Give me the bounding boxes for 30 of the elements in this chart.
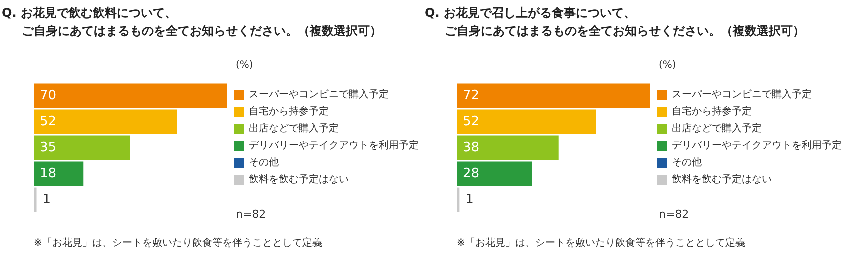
chart-title: Q. お花見で飲む飲料について、ご自身にあてはまるものを全てお知らせください。（複数選択可）: [2, 5, 383, 40]
legend-label: スーパーやコンビニで購入予定: [249, 88, 389, 101]
data-label: 28: [463, 166, 480, 182]
legend-label: スーパーやコンビニで購入予定: [672, 88, 812, 101]
legend-label: 飲料を飲む予定はない: [672, 174, 772, 186]
data-label: 38: [463, 140, 480, 156]
legend-label: 自宅から持参予定: [672, 106, 752, 118]
data-label: 52: [40, 114, 57, 130]
text: (%): [659, 60, 676, 71]
text: (%): [236, 60, 254, 71]
legend-label: 出店などで購入予定: [249, 122, 339, 135]
legend-label: その他: [249, 156, 279, 169]
legend-label: その他: [672, 156, 702, 169]
data-label: 72: [463, 88, 480, 104]
data-label: 70: [40, 88, 57, 104]
data-label: 1: [466, 192, 474, 208]
legend-label: デリバリーやテイクアウトを利用予定: [249, 140, 419, 152]
legend-label: 出店などで購入予定: [672, 122, 762, 135]
text: ※「お花見」は、シートを敷いたり飲食等を伴うこととして定義: [457, 236, 746, 250]
data-label: 52: [463, 114, 480, 130]
text: n=82: [236, 208, 266, 221]
text: ※「お花見」は、シートを敷いたり飲食等を伴うこととして定義: [34, 236, 322, 250]
chart-title: Q. お花見で召し上がる食事について、ご自身にあてはまるものを全てお知らせください。（複数選択可）: [425, 5, 806, 40]
legend-label: 自宅から持参予定: [249, 106, 329, 118]
legend-label: デリバリーやテイクアウトを利用予定: [672, 140, 842, 152]
data-label: 35: [40, 140, 57, 156]
text: n=82: [659, 208, 690, 221]
legend-label: 飲料を飲む予定はない: [249, 174, 349, 186]
data-label: 1: [42, 192, 52, 208]
data-label: 18: [40, 166, 57, 182]
